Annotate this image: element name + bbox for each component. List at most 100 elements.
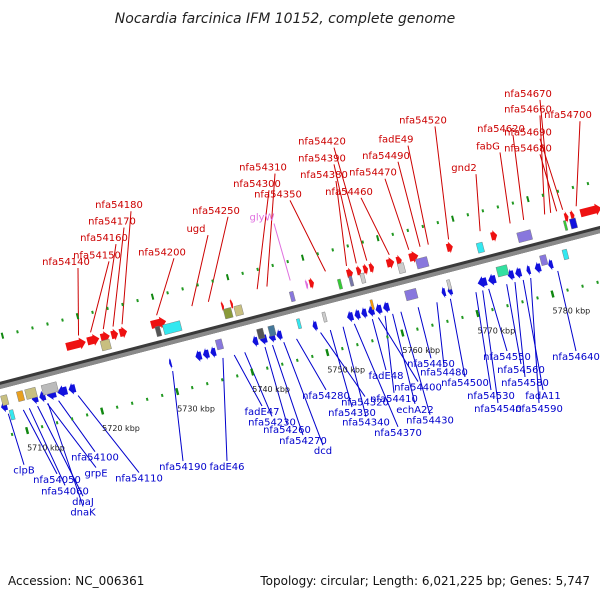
minus-strand-feature-block (214, 338, 224, 351)
gene-label-plus: nfa54250 (192, 206, 240, 217)
axis-tick-label: 5750 kbp (327, 365, 365, 374)
gene-label-plus: nfa54420 (298, 137, 346, 148)
minus-strand-feature-block (0, 394, 10, 407)
gene-label-minus: nfa54540 (474, 404, 522, 415)
plus-strand-gene (304, 278, 309, 291)
axis-minor-tick (295, 358, 299, 363)
label-leader-line (283, 341, 324, 446)
axis-minor-tick (225, 274, 230, 281)
axis-minor-tick (586, 181, 590, 186)
plus-strand-feature-block (397, 262, 407, 275)
gene-label-plus: nfa54680 (504, 143, 552, 154)
axis-major-tick (475, 309, 480, 318)
axis-minor-tick (371, 339, 374, 343)
minus-strand-gene (534, 261, 542, 274)
gene-label-minus: fadE46 (209, 462, 244, 473)
gene-label-minus: nfa54430 (406, 416, 454, 427)
minus-strand-gene (347, 310, 355, 323)
axis-minor-tick (166, 291, 169, 295)
axis-ticks: 5710 kbp 5720 kbp 5730 kbp 5740 kbp 5750 kbp… (0, 181, 599, 452)
label-leaders (7, 99, 581, 507)
label-leader-line (289, 200, 326, 272)
gene-label-minus: nfa54230 (248, 417, 296, 428)
label-leader-line (499, 152, 511, 224)
label-leader-line (37, 405, 84, 497)
label-leader-line (46, 403, 97, 468)
minus-strand-gene (441, 286, 447, 299)
label-leader-line (191, 234, 209, 307)
axis-minor-tick (256, 267, 259, 272)
label-leader-line (539, 154, 558, 212)
minus-strand-gene (548, 258, 554, 271)
genome-summary-text: Topology: circular; Length: 6,021,225 bp… (260, 574, 590, 588)
axis-minor-tick (70, 417, 74, 421)
axis-minor-tick (196, 283, 199, 287)
gene-label-minus: nfa54270 (279, 436, 327, 447)
axis-minor-tick (46, 322, 49, 326)
axis-minor-tick (235, 374, 239, 378)
label-leader-line (244, 352, 273, 417)
axis-minor-tick (541, 193, 545, 197)
axis-minor-tick (40, 424, 44, 429)
axis-minor-tick (446, 319, 449, 324)
gene-label-plus: nfa54470 (349, 168, 397, 179)
minus-strand-feature-block (267, 324, 277, 337)
label-leader-line (384, 178, 410, 250)
gene-label-minus: nfa54280 (302, 391, 350, 402)
minus-strand-gene (202, 348, 210, 360)
label-leader-line (121, 211, 132, 325)
plus-strand-feature-block (516, 229, 533, 243)
label-leader-line (112, 227, 125, 327)
axis-minor-tick (461, 315, 464, 320)
axis-minor-tick (190, 385, 194, 390)
plus-strand-feature-block (415, 256, 430, 270)
axis-minor-tick (491, 307, 494, 312)
axis-minor-tick (31, 326, 34, 330)
axis-minor-tick (91, 310, 94, 314)
label-leader-line (47, 403, 84, 507)
axis-minor-tick (115, 405, 119, 409)
axis-minor-tick (521, 300, 524, 304)
label-leader-line (264, 346, 288, 425)
axis-minor-tick (10, 432, 14, 437)
gene-label-minus: nfa54500 (441, 378, 489, 389)
label-leader-line (102, 244, 117, 330)
plus-strand-gene (563, 211, 569, 223)
gene-label-minus: nfa54550 (483, 352, 531, 363)
minus-strand-feature-block (16, 390, 26, 402)
axis-minor-tick (526, 196, 530, 203)
axis-minor-tick (61, 318, 64, 322)
label-leader-line (329, 329, 353, 408)
gene-label-plus: nfa54620 (477, 124, 525, 135)
gene-label-plus: nfa54690 (504, 128, 552, 139)
gene-label-minus: nfa54340 (342, 418, 390, 429)
label-leader-line (417, 307, 432, 359)
minus-strand-gene (368, 305, 376, 317)
label-leader-line (22, 409, 58, 475)
minus-strand-feature-block (8, 409, 16, 421)
label-leader-line (28, 408, 66, 486)
plus-strand-gene (65, 337, 86, 351)
gene-label-minus: nfa54330 (328, 408, 376, 419)
axis-minor-tick (361, 240, 365, 244)
label-leader-line (360, 197, 390, 256)
label-leader-line (272, 344, 304, 436)
label-leader-line (156, 258, 175, 316)
axis-minor-tick (506, 304, 509, 308)
gene-label-plus: nfa54520 (399, 115, 447, 126)
axis-minor-tick (145, 397, 149, 402)
minus-strand-feature-block (24, 386, 38, 400)
plus-strand-feature-block (475, 241, 485, 254)
label-leader-line (475, 174, 481, 232)
gene-label-plus: nfa54150 (73, 250, 121, 261)
minus-strand-gene (488, 273, 497, 286)
minus-strand-feature-block (404, 288, 419, 302)
gene-label-minus: nfa54100 (71, 453, 119, 464)
gene-label-plus: nfa54200 (138, 247, 186, 258)
axis-major-tick (175, 387, 180, 396)
axis-minor-tick (346, 244, 350, 248)
axis-minor-tick (130, 401, 134, 405)
gene-label-minus: nfa54260 (263, 425, 311, 436)
gene-label-plus: nfa54350 (254, 189, 302, 200)
